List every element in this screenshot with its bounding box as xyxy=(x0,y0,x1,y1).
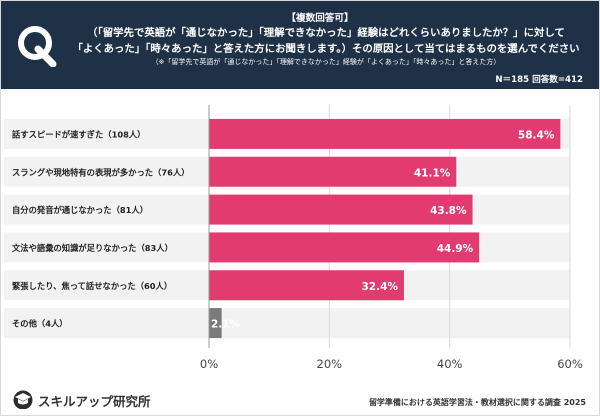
value-label: 58.4% xyxy=(518,129,555,141)
x-tick-label: 40% xyxy=(437,357,463,371)
row-band xyxy=(4,308,570,339)
category-label: スラングや現地特有の表現が多かった（76人） xyxy=(12,167,190,177)
survey-title: 留学準備における英語学習法・教材選択に関する調査 2025 xyxy=(368,398,586,407)
value-label: 44.9% xyxy=(437,243,474,255)
q-letter-icon xyxy=(18,26,57,67)
category-label: 文法や語彙の知識が足りなかった（83人） xyxy=(12,243,173,253)
category-label: 話すスピードが速すぎた（108人） xyxy=(12,129,145,139)
category-label: 自分の発音が通じなかった（81人） xyxy=(12,205,148,215)
category-label: その他（4人） xyxy=(12,319,68,329)
question-tag: 【複数回答可】 xyxy=(286,13,354,24)
bar xyxy=(209,232,480,263)
x-tick-label: 0% xyxy=(200,357,218,371)
bar xyxy=(209,270,404,301)
sample-size: N＝185 回答数=412 xyxy=(495,75,583,85)
bar xyxy=(209,118,561,149)
brand-name: スキルアップ研究所 xyxy=(38,394,151,409)
value-label: 32.4% xyxy=(362,281,399,293)
question-text-line-1: （「留学先で英語が「通じなかった」「理解できなかった」経験はどれくらいありました… xyxy=(87,27,565,39)
brand-logo: スキルアップ研究所 xyxy=(12,388,182,410)
x-tick-label: 20% xyxy=(317,357,343,371)
graduation-cap-icon xyxy=(13,390,33,409)
category-label: 緊張したり、焦って話せなかった（60人） xyxy=(12,281,172,291)
bar xyxy=(209,194,473,225)
value-label: 41.1% xyxy=(414,167,451,179)
value-label: 2.1% xyxy=(211,319,241,331)
question-note: （※「留学先で英語が「通じなかった」「理解できなかった」経験が「よくあった」「時… xyxy=(151,58,501,66)
bar xyxy=(209,156,457,187)
value-label: 43.8% xyxy=(430,205,467,217)
question-text-line-2: 「よくあった」「時々あった」と答えた方にお聞きします。）その原因として当てはまる… xyxy=(72,43,580,55)
bar xyxy=(209,308,222,339)
x-tick-label: 60% xyxy=(557,357,583,371)
question-header: 【複数回答可】 （「留学先で英語が「通じなかった」「理解できなかった」経験はどれ… xyxy=(1,1,599,89)
